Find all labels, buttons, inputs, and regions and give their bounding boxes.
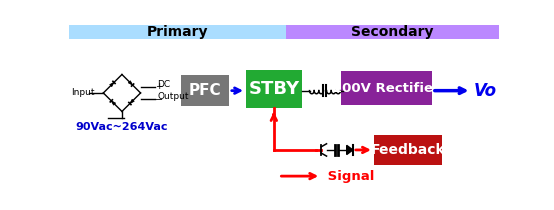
Text: 90Vac~264Vac: 90Vac~264Vac xyxy=(75,122,168,132)
Text: −: − xyxy=(155,95,163,105)
Text: +: + xyxy=(155,81,163,91)
Text: Vo: Vo xyxy=(474,82,497,100)
FancyBboxPatch shape xyxy=(181,75,229,106)
Text: Feedback: Feedback xyxy=(371,143,445,157)
FancyBboxPatch shape xyxy=(341,71,432,105)
Text: Primary: Primary xyxy=(147,25,208,39)
Text: DC
Output: DC Output xyxy=(157,80,189,101)
Bar xyxy=(286,25,499,39)
FancyBboxPatch shape xyxy=(246,70,302,108)
Text: Signal: Signal xyxy=(322,170,374,183)
Text: Input: Input xyxy=(71,88,95,97)
Polygon shape xyxy=(130,99,134,104)
Polygon shape xyxy=(129,81,132,85)
Text: PFC: PFC xyxy=(188,83,221,98)
Polygon shape xyxy=(347,145,353,155)
FancyBboxPatch shape xyxy=(374,135,442,165)
Text: STBY: STBY xyxy=(248,80,299,98)
Text: 200V Rectifier: 200V Rectifier xyxy=(333,82,439,95)
Bar xyxy=(69,25,286,39)
Polygon shape xyxy=(111,101,116,105)
Text: Secondary: Secondary xyxy=(351,25,434,39)
Polygon shape xyxy=(110,82,114,87)
